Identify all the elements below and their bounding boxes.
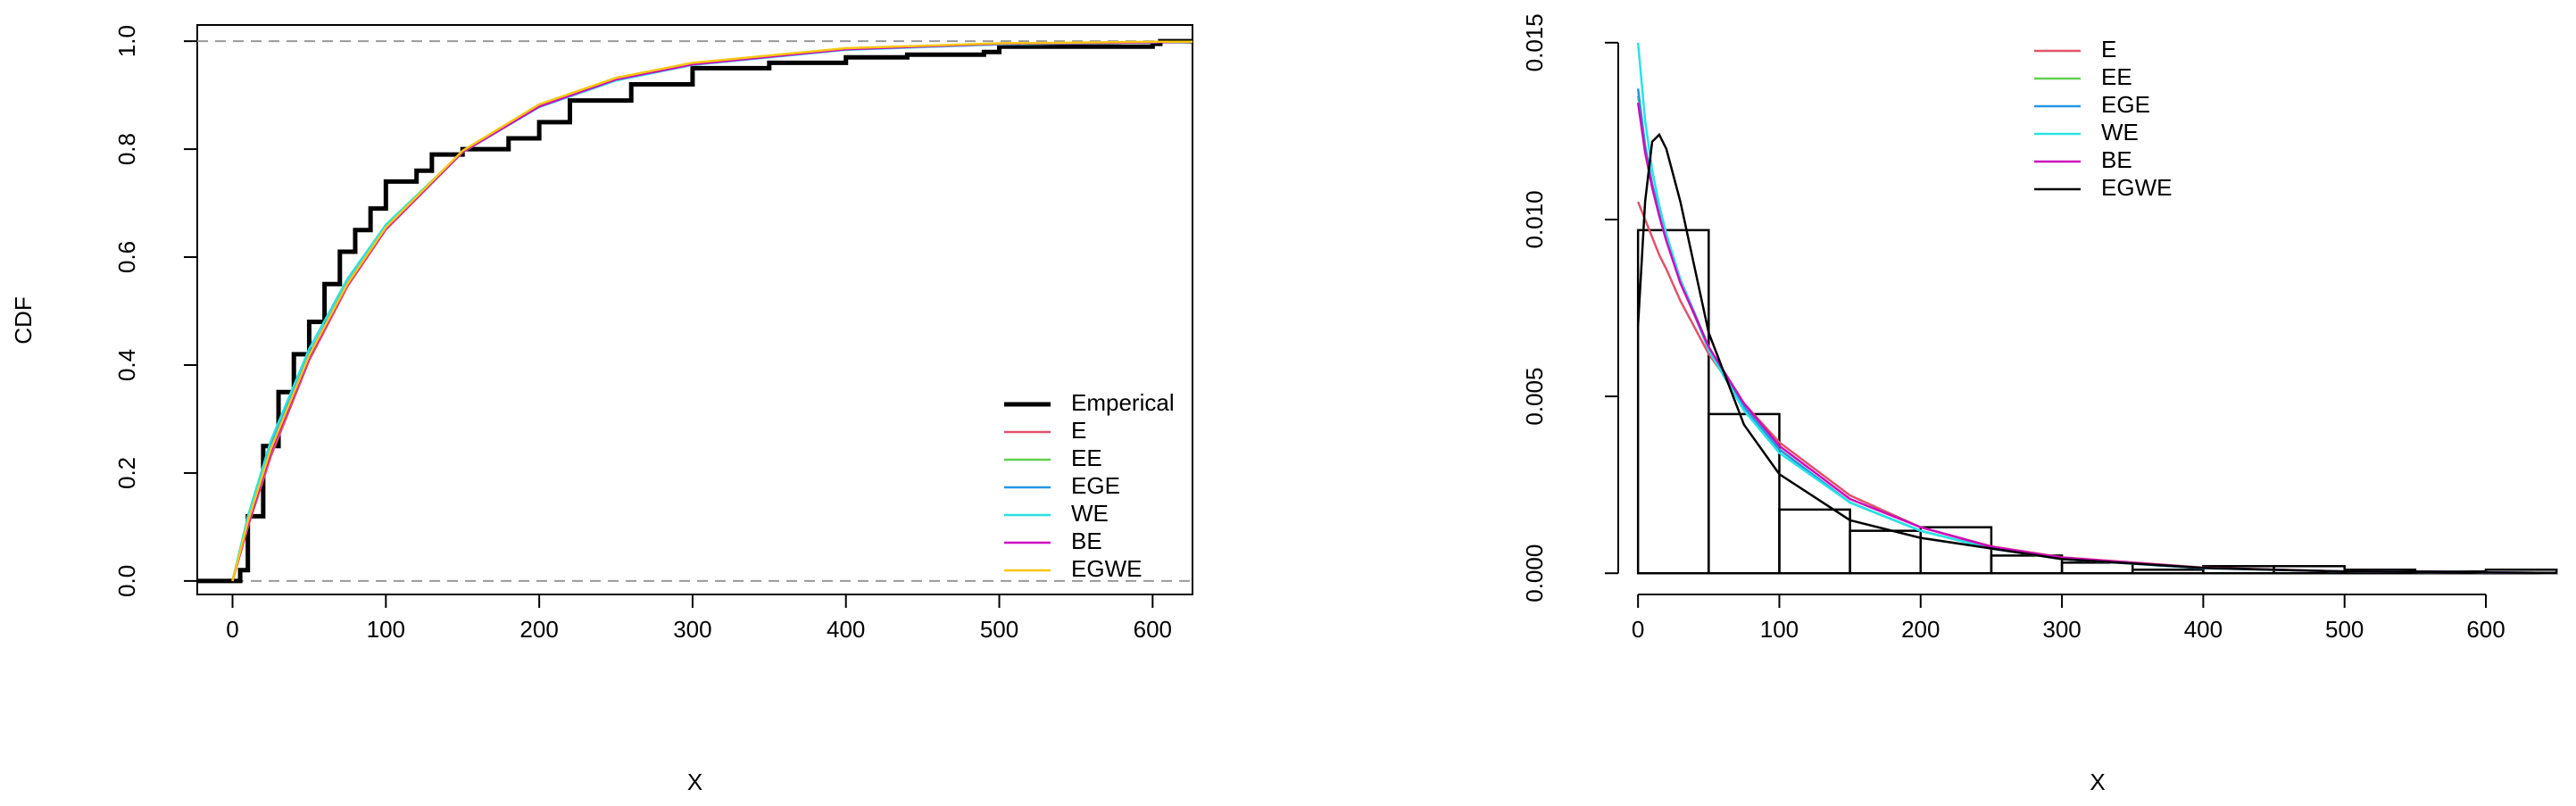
y-tick-label: 0.0 (113, 565, 140, 597)
series-line (197, 38, 1192, 584)
x-tick-label: 500 (2325, 616, 2364, 643)
series-line (1636, 201, 2557, 575)
x-tick-label: 600 (2466, 616, 2505, 643)
series-line (231, 40, 1193, 582)
series-line (231, 40, 1193, 582)
histogram-bar (2131, 569, 2205, 575)
legend-label: EGE (1071, 472, 1120, 499)
legend-label: EE (1071, 445, 1102, 471)
y-tick-label: 0.4 (113, 349, 140, 381)
x-tick-label: 400 (827, 616, 865, 643)
x-tick-label: 200 (1901, 616, 1940, 643)
legend-label: E (1071, 417, 1086, 444)
series-line (1636, 132, 2557, 575)
series-line (231, 40, 1193, 582)
legend-label: WE (1071, 500, 1109, 527)
x-tick-label: 500 (980, 616, 1018, 643)
x-tick-label: 600 (1134, 616, 1172, 643)
y-tick-label: 0.8 (113, 133, 140, 165)
series-line (1636, 88, 2557, 575)
x-tick-label: 100 (367, 616, 405, 643)
legend-label: WE (2101, 119, 2139, 145)
legend-label: Emperical (1071, 389, 1175, 416)
series-line (231, 40, 1193, 582)
histogram-bar (1849, 529, 1923, 575)
y-tick-label: 0.015 (1521, 13, 1548, 71)
series-line (1636, 42, 2557, 575)
x-tick-label: 0 (1632, 616, 1644, 643)
legend-label: EGWE (2101, 174, 2172, 201)
series-line (1636, 96, 2557, 575)
series-line (231, 40, 1193, 582)
series-line (231, 40, 1192, 582)
histogram-bar (1636, 229, 1710, 575)
series-line (1636, 103, 2557, 575)
y-tick-label: 0.000 (1521, 544, 1548, 602)
legend-label: EGWE (1071, 555, 1142, 582)
y-tick-label: 0.005 (1521, 368, 1548, 426)
histogram-bar (1919, 526, 1993, 575)
x-tick-label: 300 (2042, 616, 2081, 643)
histogram-bar (1778, 508, 1851, 575)
x-tick-label: 400 (2184, 616, 2223, 643)
y-tick-label: 1.0 (113, 25, 140, 57)
x-tick-label: 300 (673, 616, 711, 643)
histogram-bar (2060, 561, 2134, 575)
legend-label: EE (2101, 63, 2132, 90)
histogram-bar (1708, 412, 1781, 575)
x-tick-label: 100 (1760, 616, 1799, 643)
x-axis-label: X (687, 769, 702, 795)
y-axis-label: CDF (10, 296, 37, 344)
plot-box (196, 24, 1193, 595)
legend-label: EGE (2101, 91, 2150, 118)
legend-label: BE (2101, 146, 2132, 173)
y-tick-label: 0.2 (113, 457, 140, 489)
legend-label: E (2101, 36, 2116, 62)
y-tick-label: 0.010 (1521, 190, 1548, 248)
y-tick-label: 0.6 (113, 241, 140, 273)
x-tick-label: 200 (519, 616, 558, 643)
x-tick-label: 0 (226, 616, 238, 643)
legend-label: BE (1071, 528, 1102, 554)
x-axis-label: X (2090, 769, 2105, 795)
